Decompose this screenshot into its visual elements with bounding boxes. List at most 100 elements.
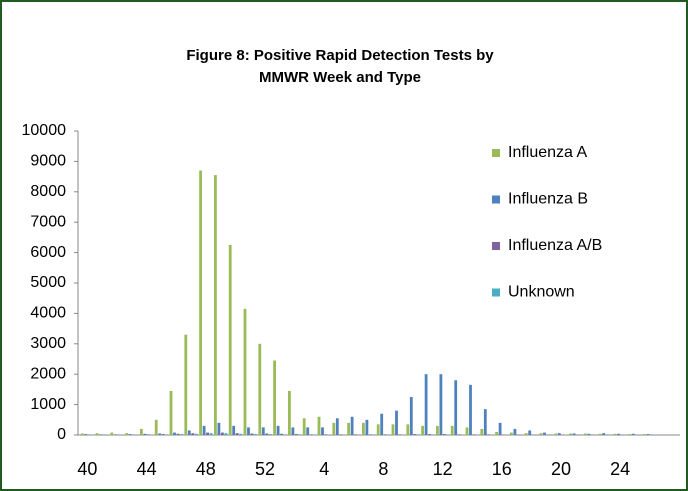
bar [465,427,469,435]
bar [335,418,339,435]
bar [347,422,350,435]
legend-swatch [492,242,500,250]
bar [317,416,321,435]
bar [483,409,487,435]
bar [450,425,454,435]
bar [95,433,99,435]
bar [309,434,313,435]
bar [350,416,354,435]
bar [165,434,169,435]
bar [288,390,291,435]
bar [80,433,84,435]
y-tick-label: 8000 [30,183,66,200]
bar [602,433,606,435]
bar [158,433,162,435]
bar [321,427,324,435]
bar [454,380,458,435]
y-tick-label: 5000 [30,274,66,291]
bar [439,374,443,435]
bar [409,397,413,435]
bar [199,170,202,435]
bar [631,433,635,435]
bar [510,432,513,435]
bar [140,428,143,435]
bar [209,433,213,435]
x-tick-label: 8 [378,459,388,479]
bar [598,433,602,435]
x-tick-label: 44 [137,459,157,479]
bar [383,434,387,435]
bar [268,434,272,435]
bar [436,425,439,435]
chart-title: Figure 8: Positive Rapid Detection Tests… [186,47,494,64]
bar [495,431,498,435]
bar [147,434,150,435]
bar [428,434,431,435]
bar [362,422,365,435]
bar [524,433,528,435]
bar [643,434,646,435]
bar [354,434,357,435]
bar [194,433,198,435]
bar [646,434,650,435]
bar [413,434,417,435]
bar [421,425,424,435]
bar [365,419,369,435]
y-tick-label: 7000 [30,213,66,230]
legend-swatch [492,195,500,204]
legend-swatch [492,149,500,157]
bar [247,427,250,435]
bar [161,434,165,435]
bar [191,433,195,435]
legend-label: Influenza B [508,191,588,208]
legend-label: Influenza A [508,144,588,161]
y-tick-label: 10000 [22,122,67,139]
bar [306,427,310,435]
bar [557,433,561,435]
bar [431,434,435,435]
bar [584,433,587,435]
bar [302,418,306,435]
bar [176,433,180,435]
legend-label: Influenza A/B [508,237,602,254]
bar [99,434,102,435]
legend-swatch [492,288,500,297]
bar [169,390,173,435]
y-tick-label: 9000 [30,153,66,170]
bar [187,430,191,435]
bar [498,422,502,435]
bar [554,433,558,435]
bar [84,434,88,435]
bar [424,374,428,435]
bar [184,334,188,435]
bar [528,430,532,435]
bar [395,410,398,435]
bar [480,428,484,435]
bar [587,433,591,435]
chart-subtitle: MMWR Week and Type [259,69,421,86]
bar [416,434,420,435]
bar [539,433,543,435]
bar [380,413,384,435]
bar [569,433,572,435]
bar [339,434,343,435]
bar [391,424,395,435]
bar [265,433,269,435]
bar [280,433,283,435]
bar [206,432,209,435]
bar [254,434,257,435]
bar [513,428,517,435]
y-tick-label: 0 [57,426,66,443]
bar [298,434,302,435]
bar [406,424,410,435]
bar [235,433,239,435]
bar [125,433,128,435]
bar [457,434,461,435]
bar [376,424,380,435]
x-tick-label: 16 [492,459,512,479]
bar [243,308,247,435]
bar [128,434,132,435]
bar [295,434,298,435]
